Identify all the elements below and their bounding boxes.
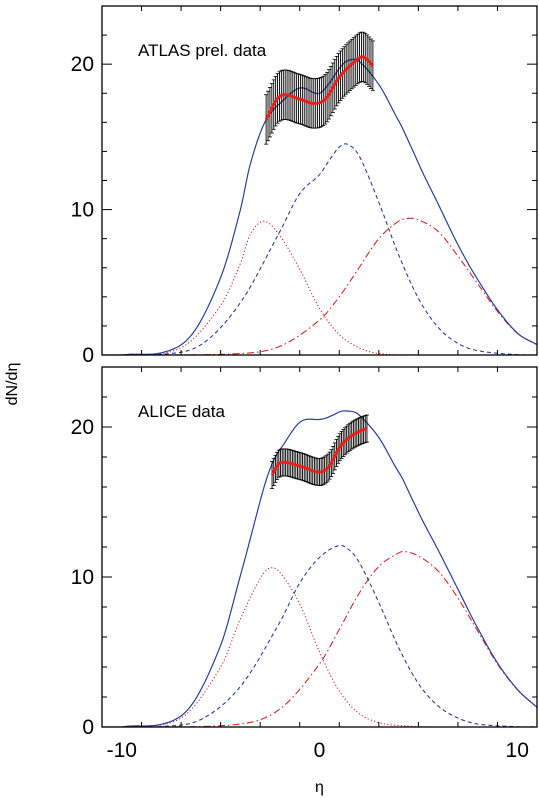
x-tick-label: 0 [314,739,326,762]
data-points [270,414,369,489]
curve-dashed [102,544,537,727]
ticks [101,366,538,728]
y-tick-label: 20 [71,53,94,76]
panel-annotation: ALICE data [138,402,225,421]
x-axis-title: η [315,779,324,796]
curve-dashed [102,143,537,355]
fit-line [270,427,368,476]
plot-frame [101,366,538,728]
x-tick-label: -10 [107,739,137,762]
panel-annotation: ATLAS prel. data [138,41,267,60]
y-tick-label: 0 [82,344,94,367]
y-tick-label: 20 [71,416,94,439]
curve-dashdot [102,550,537,727]
curve-dotted [102,567,537,727]
y-tick-label: 0 [82,716,94,739]
y-tick-label: 10 [71,566,94,589]
data-points [264,31,375,145]
panel-alice: 0 10 20 -10 0 10 ALICE data η [71,366,538,796]
panel-atlas: 0 10 20 ATLAS prel. data dN/dη [4,5,538,406]
y-tick-label: 10 [71,199,94,222]
x-tick-label: 10 [506,739,529,762]
curve-dashdot [102,217,537,355]
curve-dotted [102,220,537,355]
ticks [101,5,538,356]
y-axis-title: dN/dη [4,363,21,406]
fit-line [264,55,374,121]
curve-total [102,410,537,727]
